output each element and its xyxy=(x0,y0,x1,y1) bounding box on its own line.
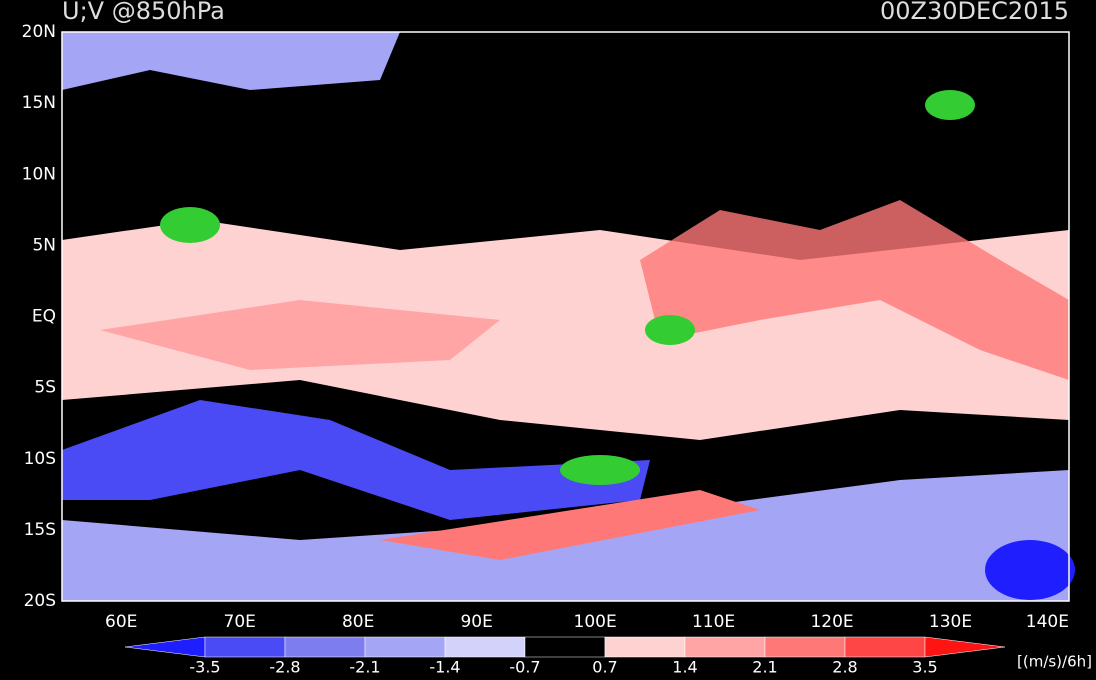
colorbar-box xyxy=(204,636,286,658)
colorbar-label: -1.4 xyxy=(429,658,460,677)
lat-label: 15S xyxy=(24,520,56,540)
colorbar-label: 3.5 xyxy=(912,658,937,677)
colorbar-label: -2.8 xyxy=(269,658,300,677)
blue-core xyxy=(985,540,1075,600)
rain-area xyxy=(925,90,975,120)
colorbar-label: 1.4 xyxy=(672,658,697,677)
lon-label: 100E xyxy=(574,612,617,632)
rain-area xyxy=(560,455,640,485)
colorbar-label: -3.5 xyxy=(189,658,220,677)
plot-title: U;V @850hPa xyxy=(62,0,225,25)
colorbar-box xyxy=(524,636,606,658)
colorbar-label: 0.7 xyxy=(592,658,617,677)
lat-label: 20S xyxy=(24,591,56,611)
red-area xyxy=(100,300,500,370)
map-field xyxy=(61,31,1075,602)
colorbar-label: -0.7 xyxy=(509,658,540,677)
map-frame xyxy=(61,31,1070,602)
lon-label: 70E xyxy=(224,612,256,632)
colorbar-box xyxy=(364,636,446,658)
lon-label: 140E xyxy=(1026,612,1069,632)
colorbar-box xyxy=(284,636,366,658)
colorbar-box xyxy=(844,636,926,658)
colorbar-label: -2.1 xyxy=(349,658,380,677)
colorbar-box xyxy=(604,636,686,658)
lat-label: 5N xyxy=(32,235,56,255)
rain-area xyxy=(160,207,220,243)
colorbar-box xyxy=(444,636,526,658)
colorbar-box xyxy=(684,636,766,658)
red-area xyxy=(380,490,760,560)
lon-label: 120E xyxy=(810,612,853,632)
blue-area xyxy=(62,32,400,90)
lat-label: 10N xyxy=(22,164,56,184)
plot-time: 00Z30DEC2015 xyxy=(880,0,1069,25)
lon-label: 60E xyxy=(105,612,137,632)
colorbar-label: 2.8 xyxy=(832,658,857,677)
lat-label: 15N xyxy=(22,93,56,113)
lon-label: 80E xyxy=(342,612,374,632)
colorbar-units: [(m/s)/6h] xyxy=(1017,653,1092,671)
lat-label: 10S xyxy=(24,449,56,469)
blue-band xyxy=(62,400,650,520)
lat-label: 20N xyxy=(22,22,56,42)
red-area xyxy=(640,200,1069,380)
lat-label: 5S xyxy=(34,378,56,398)
colorbar-box xyxy=(764,636,846,658)
colorbar-arrow xyxy=(924,636,1006,658)
lon-label: 130E xyxy=(929,612,972,632)
lat-label: EQ xyxy=(32,307,56,327)
rain-area xyxy=(645,315,695,345)
colorbar-label: 2.1 xyxy=(752,658,777,677)
lon-label: 90E xyxy=(460,612,492,632)
lon-label: 110E xyxy=(692,612,735,632)
